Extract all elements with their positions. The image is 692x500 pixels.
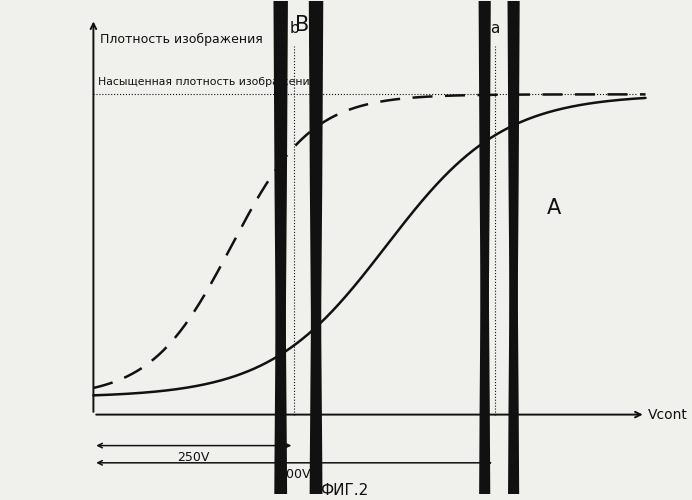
Text: ФИГ.2: ФИГ.2 [320, 483, 369, 498]
Text: Vcont: Vcont [648, 408, 688, 422]
Text: 500V: 500V [278, 468, 311, 481]
Circle shape [262, 18, 299, 500]
Circle shape [298, 0, 334, 500]
Text: B: B [295, 16, 310, 36]
Text: Насыщенная плотность изображения: Насыщенная плотность изображения [98, 78, 316, 88]
Circle shape [262, 0, 299, 500]
Circle shape [470, 0, 500, 500]
Circle shape [470, 46, 500, 500]
Text: a: a [490, 21, 500, 36]
Text: Плотность изображения: Плотность изображения [100, 32, 263, 46]
Circle shape [498, 0, 529, 500]
Text: A: A [547, 198, 561, 218]
Circle shape [498, 46, 529, 500]
Circle shape [298, 18, 334, 500]
Text: 250V: 250V [178, 451, 210, 464]
Text: b: b [289, 21, 299, 36]
